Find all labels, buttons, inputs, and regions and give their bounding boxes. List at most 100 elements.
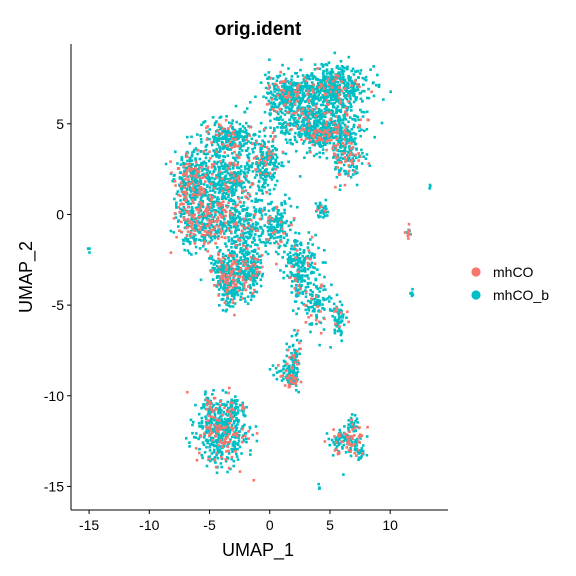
point-mhCO: [340, 80, 343, 83]
point-mhCO_b: [224, 391, 228, 394]
point-mhCO_b: [329, 309, 332, 312]
point-mhCO: [313, 129, 316, 133]
point-mhCO: [217, 122, 221, 126]
point-mhCO: [296, 85, 299, 88]
point-mhCO_b: [198, 238, 201, 242]
point-mhCO_b: [186, 201, 190, 205]
point-mhCO_b: [202, 121, 205, 124]
point-mhCO_b: [230, 294, 234, 297]
point-mhCO_b: [341, 118, 345, 122]
point-mhCO: [244, 189, 248, 192]
point-mhCO_b: [333, 51, 337, 55]
point-mhCO_b: [194, 158, 197, 162]
point-mhCO_b: [207, 175, 211, 179]
point-mhCO_b: [252, 254, 255, 257]
point-mhCO_b: [327, 81, 331, 84]
point-mhCO_b: [257, 235, 261, 238]
point-mhCO: [202, 175, 206, 179]
point-mhCO_b: [249, 230, 252, 233]
point-mhCO_b: [265, 154, 269, 158]
point-mhCO_b: [304, 274, 307, 278]
point-mhCO_b: [195, 432, 198, 435]
point-mhCO_b: [299, 101, 303, 105]
point-mhCO_b: [338, 145, 342, 149]
point-mhCO_b: [233, 235, 236, 239]
point-mhCO_b: [278, 217, 282, 220]
point-mhCO_b: [311, 305, 314, 308]
point-mhCO_b: [255, 282, 259, 285]
point-mhCO_b: [225, 177, 228, 181]
point-mhCO_b: [349, 91, 353, 95]
point-mhCO: [197, 216, 200, 219]
point-mhCO_b: [339, 132, 343, 136]
point-mhCO_b: [203, 235, 207, 239]
point-mhCO_b: [328, 92, 332, 95]
point-mhCO: [330, 138, 333, 142]
point-mhCO_b: [411, 293, 415, 297]
point-mhCO_b: [339, 333, 343, 337]
point-mhCO_b: [224, 254, 227, 258]
point-mhCO_b: [355, 440, 359, 444]
point-mhCO_b: [313, 108, 316, 111]
point-mhCO_b: [225, 431, 229, 435]
point-mhCO: [317, 129, 321, 133]
point-mhCO_b: [361, 89, 364, 93]
point-mhCO: [214, 242, 217, 245]
point-mhCO_b: [261, 230, 265, 234]
point-mhCO_b: [291, 343, 295, 347]
point-mhCO_b: [259, 240, 263, 244]
point-mhCO_b: [348, 95, 352, 98]
point-mhCO_b: [259, 81, 263, 84]
point-mhCO: [296, 99, 299, 103]
point-mhCO: [347, 169, 351, 173]
point-mhCO_b: [173, 197, 176, 201]
point-mhCO: [263, 128, 266, 131]
point-mhCO: [325, 111, 329, 114]
point-mhCO_b: [189, 163, 193, 166]
point-mhCO_b: [347, 106, 350, 109]
point-mhCO_b: [212, 170, 215, 174]
point-mhCO_b: [292, 218, 296, 222]
point-mhCO_b: [269, 228, 273, 231]
point-mhCO_b: [256, 157, 259, 160]
point-mhCO_b: [301, 254, 304, 258]
point-mhCO_b: [246, 146, 250, 150]
point-mhCO_b: [205, 171, 209, 175]
point-mhCO: [185, 198, 188, 201]
point-mhCO_b: [291, 258, 294, 262]
point-mhCO: [184, 178, 187, 181]
point-mhCO_b: [317, 99, 321, 102]
point-mhCO: [304, 137, 308, 141]
point-mhCO_b: [276, 221, 280, 225]
point-mhCO_b: [270, 157, 274, 160]
point-mhCO_b: [297, 253, 300, 256]
point-mhCO_b: [243, 274, 246, 278]
point-mhCO_b: [242, 434, 245, 437]
point-mhCO_b: [216, 446, 219, 450]
point-mhCO_b: [211, 135, 215, 139]
point-mhCO_b: [354, 70, 357, 73]
point-mhCO_b: [254, 133, 257, 137]
point-mhCO_b: [308, 323, 312, 326]
point-mhCO_b: [312, 308, 316, 311]
point-mhCO_b: [301, 118, 305, 122]
point-mhCO_b: [186, 222, 190, 226]
point-mhCO_b: [358, 450, 362, 454]
point-mhCO_b: [225, 433, 229, 437]
point-mhCO_b: [220, 262, 224, 266]
point-mhCO_b: [304, 118, 308, 122]
point-mhCO_b: [301, 97, 304, 101]
point-mhCO_b: [337, 312, 340, 316]
point-mhCO_b: [321, 79, 325, 82]
point-mhCO: [228, 163, 232, 167]
point-mhCO_b: [261, 185, 264, 189]
point-mhCO_b: [343, 112, 347, 116]
point-mhCO_b: [238, 212, 241, 215]
point-mhCO_b: [287, 261, 290, 264]
point-mhCO_b: [340, 126, 344, 130]
point-mhCO_b: [354, 419, 357, 423]
point-mhCO_b: [275, 217, 279, 220]
point-mhCO_b: [211, 116, 215, 119]
point-mhCO_b: [270, 200, 273, 204]
point-mhCO: [188, 162, 191, 166]
